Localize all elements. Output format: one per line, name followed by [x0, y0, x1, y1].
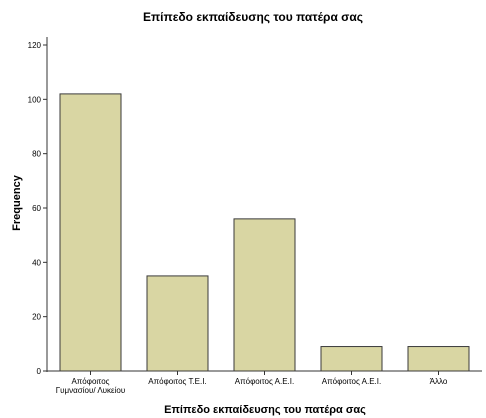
x-tick-label: Απόφοιτος Α.Ε.Ι. [322, 377, 381, 386]
x-tick-label: Απόφοιτος [71, 377, 109, 386]
x-tick-label: Απόφοιτος Τ.Ε.Ι. [148, 377, 206, 386]
bar [407, 346, 470, 372]
bar [146, 275, 209, 372]
y-tick-label: 20 [32, 313, 41, 322]
y-tick-label: 60 [32, 204, 41, 213]
x-tick-label: Άλλο [430, 377, 448, 386]
y-tick-label: 100 [28, 95, 42, 104]
y-ticks: 0 20 40 60 80 100 120 [28, 41, 47, 376]
bar [59, 93, 122, 372]
y-tick-label: 80 [32, 150, 41, 159]
x-tick-label: Γυμνασίου/ Λυκείου [56, 386, 125, 395]
bar [320, 346, 383, 372]
y-tick-label: 40 [32, 258, 41, 267]
chart-title: Επίπεδο εκπαίδευσης του πατέρα σας [143, 10, 363, 24]
x-tick-label: Απόφοιτος Α.Ε.Ι. [235, 377, 294, 386]
y-tick-label: 0 [37, 367, 42, 376]
bars [59, 93, 470, 372]
y-axis-title: Frequency [11, 174, 23, 231]
bar [233, 218, 296, 372]
y-tick-label: 120 [28, 41, 42, 50]
x-axis-title: Επίπεδο εκπαίδευσης του πατέρα σας [164, 404, 366, 416]
